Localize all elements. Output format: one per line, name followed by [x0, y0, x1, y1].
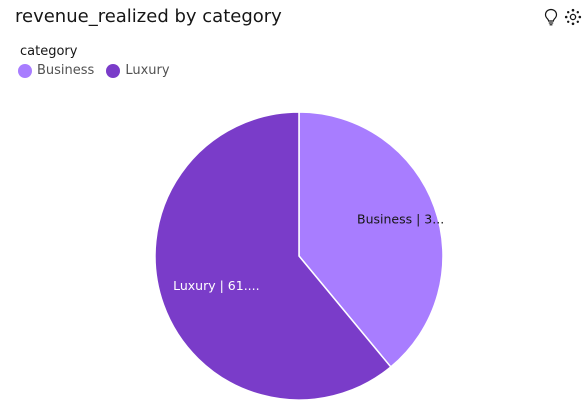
slice-label-business: Business | 3...: [357, 211, 444, 226]
legend: Business Luxury: [18, 63, 182, 79]
legend-swatch-luxury: [106, 64, 121, 78]
legend-swatch-business: [18, 64, 32, 78]
legend-label-luxury: Luxury: [125, 63, 170, 78]
gear-icon[interactable]: [562, 6, 584, 28]
lightbulb-icon[interactable]: [540, 6, 562, 28]
pie-slice-business[interactable]: [298, 111, 444, 369]
chart-toolbar: [540, 6, 584, 28]
slice-label-luxury: Luxury | 61....: [173, 278, 259, 293]
legend-item-business[interactable]: Business: [18, 63, 94, 79]
pie-slice-luxury[interactable]: [154, 111, 392, 401]
legend-label-business: Business: [37, 63, 95, 78]
chart-title: revenue_realized by category: [15, 6, 282, 27]
legend-item-luxury[interactable]: Luxury: [106, 63, 170, 79]
legend-title: category: [20, 44, 78, 59]
